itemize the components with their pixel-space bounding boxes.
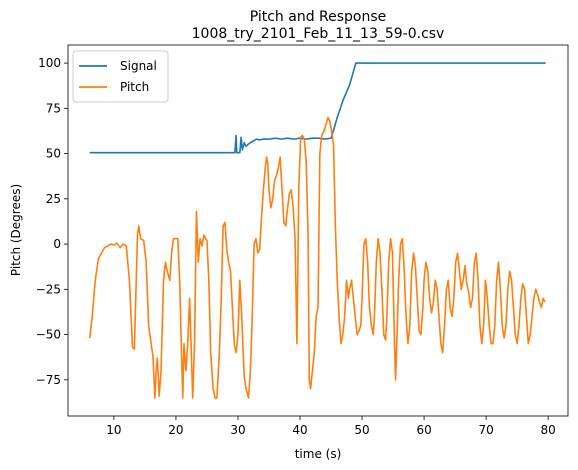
x-tick-label: 80 — [541, 423, 556, 437]
legend-box — [72, 50, 169, 103]
x-tick-label: 10 — [106, 423, 121, 437]
plot-frame — [68, 45, 568, 416]
series-line-signal — [89, 62, 546, 154]
y-axis-label: Pitch (Degrees) — [9, 184, 23, 276]
y-tick-label: −50 — [36, 328, 61, 342]
x-tick-label: 40 — [292, 423, 307, 437]
x-tick-label: 70 — [478, 423, 493, 437]
x-tick-label: 20 — [168, 423, 183, 437]
plot-area — [67, 44, 569, 417]
x-axis: 10 20 30 40 50 60 70 80 — [106, 416, 556, 437]
y-tick-label: 100 — [38, 56, 61, 70]
x-tick-label: 30 — [230, 423, 245, 437]
x-axis-label: time (s) — [295, 447, 342, 461]
x-tick-label: 60 — [416, 423, 431, 437]
y-tick-label: 0 — [53, 237, 61, 251]
chart-title: Pitch and Response — [250, 9, 387, 25]
y-tick-label: −25 — [36, 282, 61, 296]
y-tick-label: 25 — [46, 192, 61, 206]
legend: Signal Pitch — [72, 50, 169, 103]
x-tick-label: 50 — [354, 423, 369, 437]
legend-label-pitch: Pitch — [120, 80, 149, 94]
plot-border — [67, 44, 569, 417]
series-line-pitch — [88, 116, 546, 399]
chart-subtitle: 1008_try_2101_Feb_11_13_59-0.csv — [192, 26, 445, 42]
series-group — [88, 62, 546, 399]
legend-label-signal: Signal — [120, 59, 157, 73]
y-tick-label: −75 — [36, 373, 61, 387]
y-tick-label: 50 — [46, 147, 61, 161]
y-tick-label: 75 — [46, 101, 61, 115]
y-axis: −75 −50 −25 0 25 50 75 100 — [36, 56, 68, 387]
